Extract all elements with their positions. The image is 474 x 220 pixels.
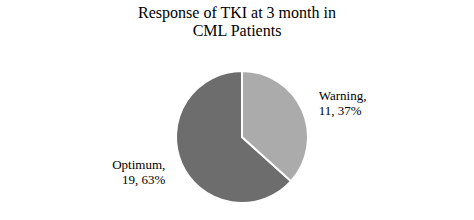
html-text:CML Patients: CML Patients <box>192 22 282 39</box>
html-text:Response of TKI at 3 month in: Response of TKI at 3 month in <box>138 4 336 21</box>
svg-text:Optimum,19, 63%: Optimum,19, 63% <box>112 156 165 186</box>
svg-text:Warning,11, 37%: Warning,11, 37% <box>319 88 367 118</box>
